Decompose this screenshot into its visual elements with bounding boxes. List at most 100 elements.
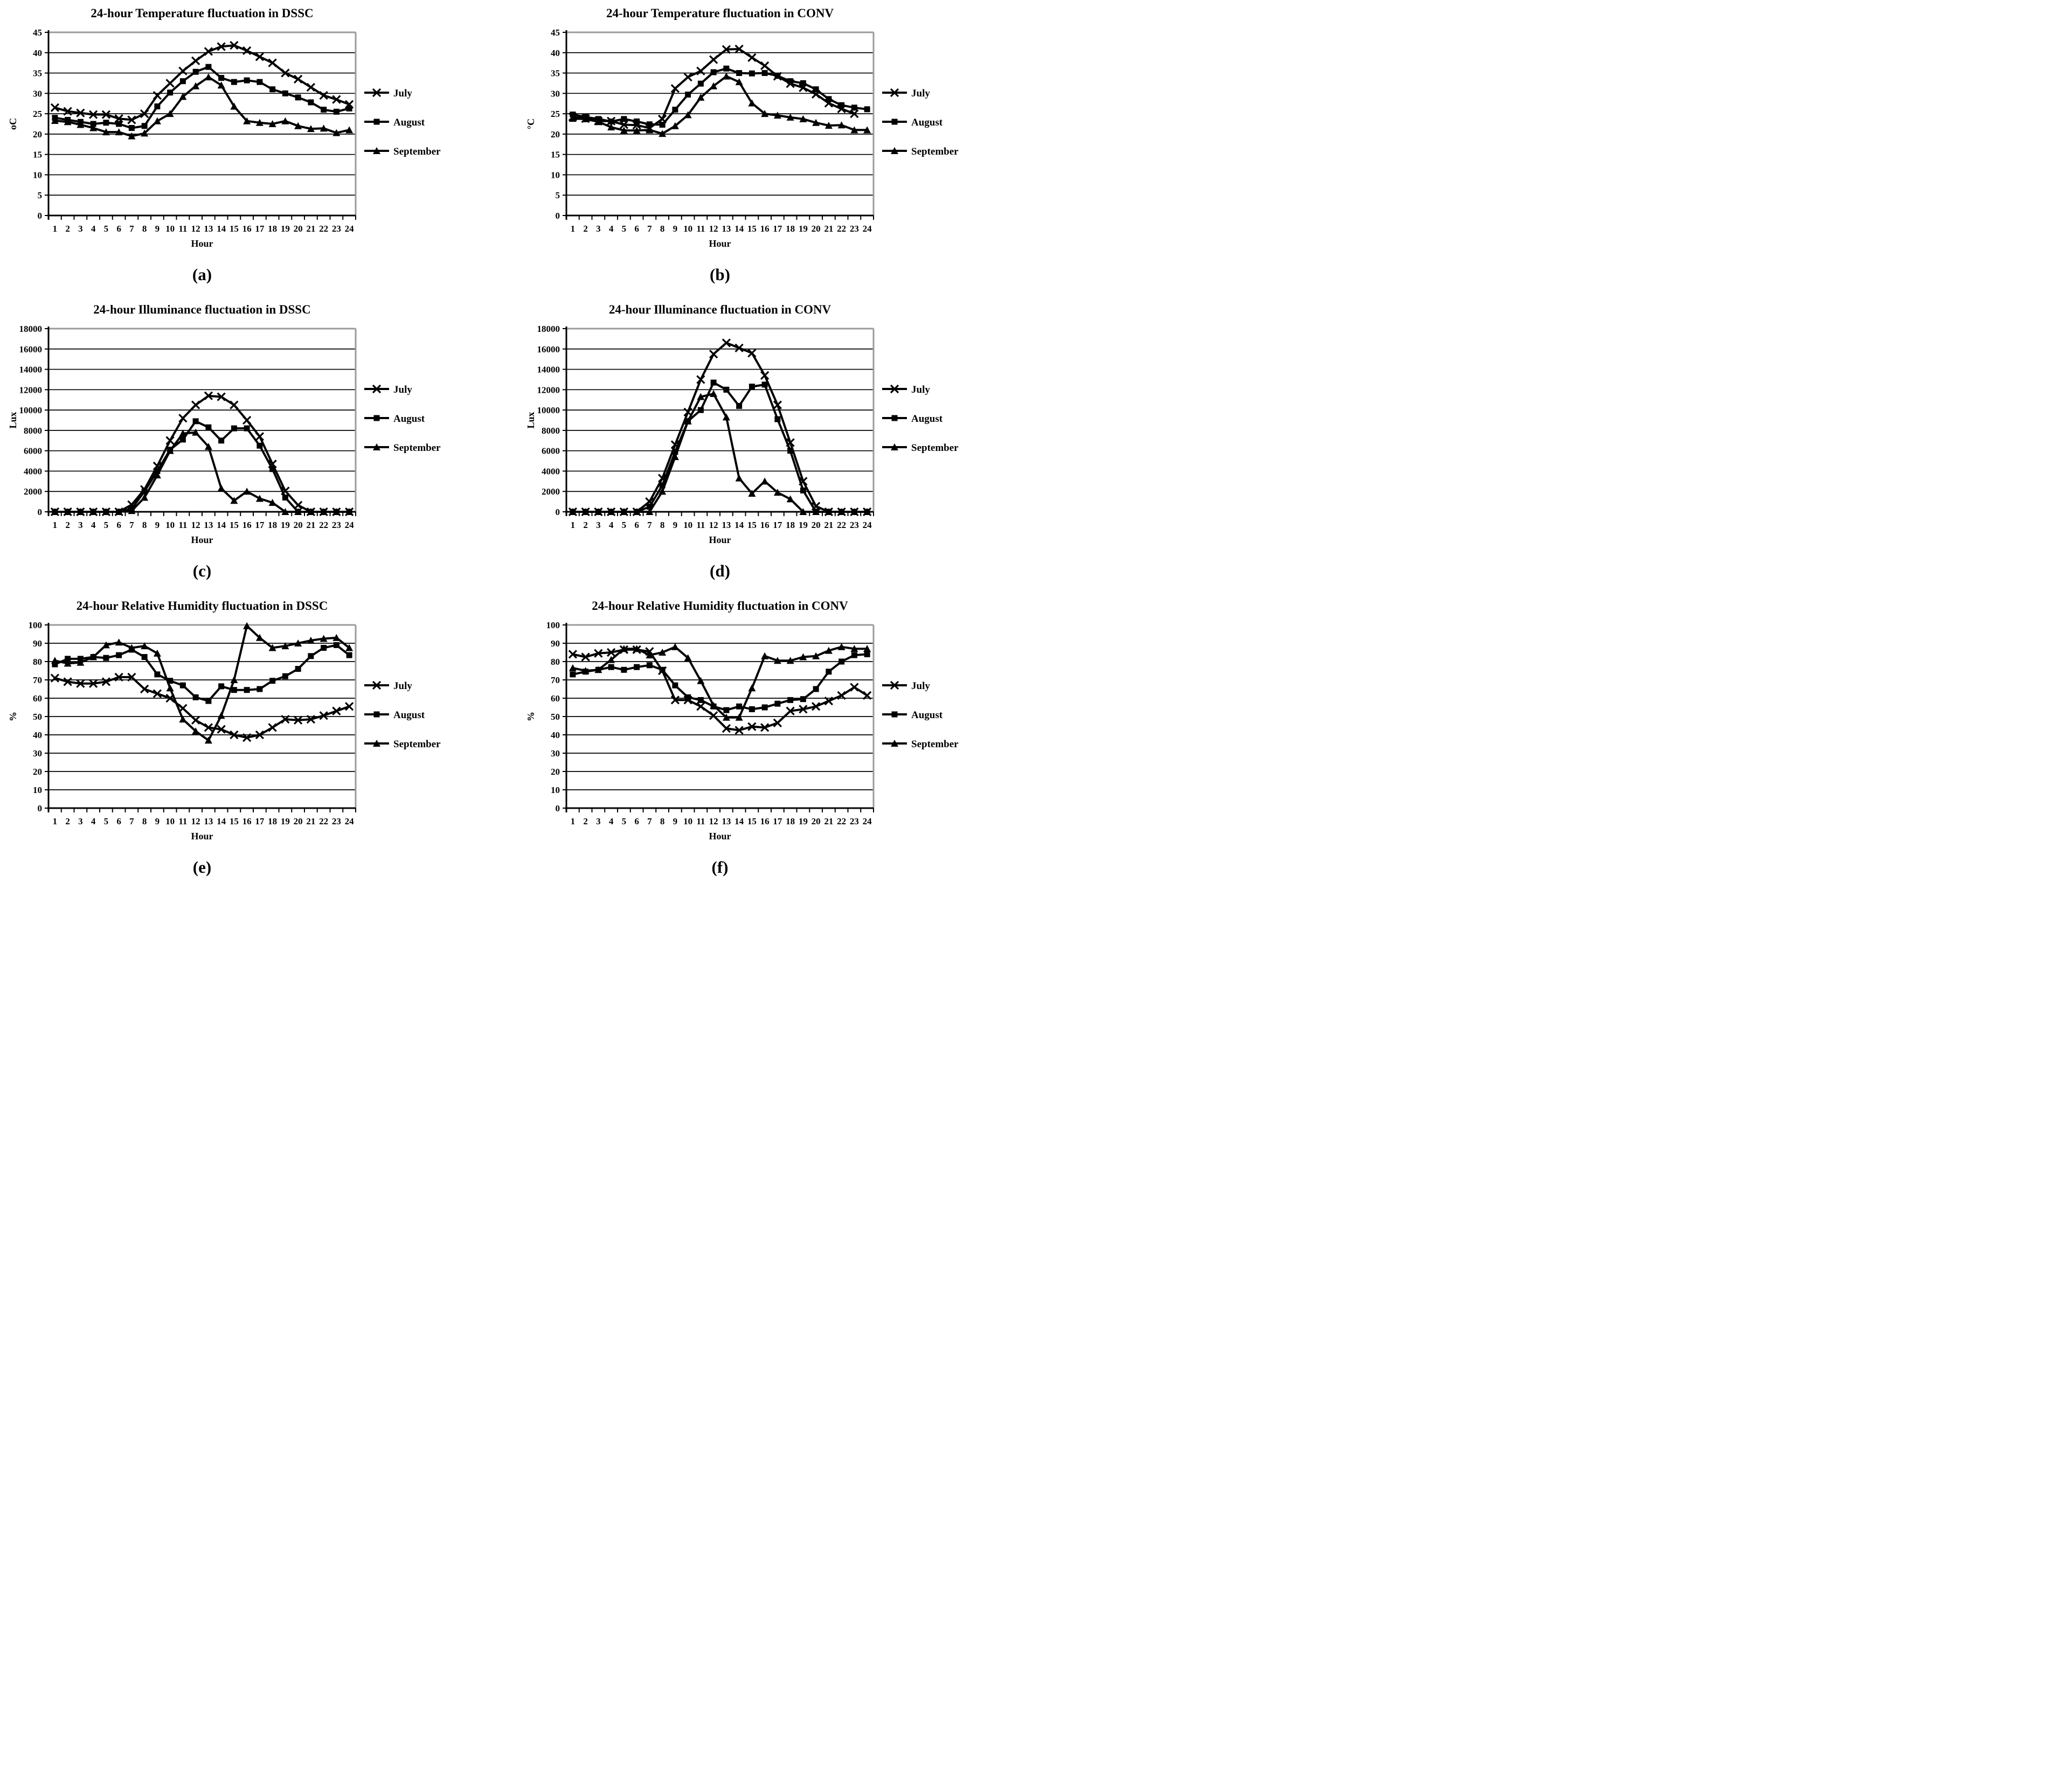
x-marker [165,436,175,445]
square-marker [218,437,225,444]
x-tick-label: 17 [773,224,782,234]
x-tick-label: 9 [673,816,678,826]
x-tick-label: 8 [660,224,665,234]
x-tick-label: 18 [786,224,795,234]
triangle-marker [633,645,641,652]
x-tick-label: 17 [773,816,782,826]
x-tick-label: 23 [332,224,341,234]
x-tick-label: 5 [104,816,109,826]
y-tick-label: 0 [38,211,43,221]
legend-square-marker [891,119,898,125]
x-tick-label: 15 [230,816,239,826]
triangle-marker [581,667,590,674]
square-marker [672,682,678,689]
y-tick-label: 10 [551,785,560,795]
x-tick-label: 12 [709,520,718,530]
triangle-marker [722,413,730,421]
triangle-marker [230,102,238,110]
square-marker [851,105,857,111]
square-marker [257,686,263,692]
series-line-august [572,381,868,513]
y-tick-label: 30 [551,88,560,99]
x-tick-label: 10 [165,816,175,826]
x-tick-label: 18 [268,816,277,826]
triangle-marker [307,125,315,133]
triangle-marker [773,657,781,664]
square-marker [761,70,768,77]
x-marker [734,343,744,353]
square-marker [634,664,640,670]
x-tick-label: 11 [696,816,705,826]
triangle-marker [294,639,302,646]
x-marker [696,702,705,711]
square-marker [65,656,71,662]
square-marker [800,80,806,86]
x-tick-label: 7 [647,816,652,826]
square-marker [192,694,199,700]
legend-square-marker [373,119,380,125]
x-tick-label: 20 [294,816,303,826]
x-tick-label: 4 [91,224,96,234]
chart-canvas-d: 0 2000 4000 6000 8000 10000 12000 14000 16000 180… [525,324,959,545]
x-tick-label: 21 [306,520,315,530]
x-tick-label: 7 [129,224,134,234]
y-tick-label: 45 [551,27,560,38]
y-tick-label: 80 [551,657,560,667]
x-tick-label: 3 [78,520,83,530]
triangle-marker [332,508,341,515]
legend-label: September [911,739,959,750]
y-tick-label: 30 [33,88,42,99]
triangle-marker [243,622,251,629]
legend-x-marker [890,384,899,394]
x-marker [799,705,808,714]
triangle-marker [320,124,328,132]
square-marker [710,379,717,386]
square-marker [774,73,781,79]
x-marker [153,689,162,698]
triangle-marker [607,656,615,663]
x-tick-label: 9 [673,520,678,530]
square-marker [621,666,627,673]
triangle-marker [307,636,315,644]
y-tick-label: 16000 [19,344,43,354]
square-marker [697,697,704,703]
square-marker [192,68,199,75]
x-marker [230,400,239,409]
x-tick-label: 16 [760,816,770,826]
x-tick-label: 7 [647,520,652,530]
square-marker [295,94,301,101]
x-tick-label: 5 [622,520,627,530]
x-tick-label: 20 [294,224,303,234]
y-tick-label: 35 [33,68,42,79]
y-tick-label: 10000 [537,405,560,415]
series-line-july [54,394,350,513]
legend-square-marker [891,711,898,718]
x-marker [230,730,239,740]
x-tick-label: 17 [773,520,782,530]
x-tick-label: 8 [142,816,147,826]
x-marker [101,677,111,686]
x-axis-label: Hour [191,238,213,249]
x-axis-label: Hour [191,831,213,842]
x-marker [824,696,834,706]
triangle-marker [115,508,123,515]
x-tick-label: 17 [255,816,265,826]
y-tick-label: 15 [551,150,560,160]
triangle-marker [569,664,577,671]
square-marker [90,121,96,127]
triangle-marker [722,72,730,80]
triangle-marker [748,490,756,497]
x-tick-label: 1 [53,224,58,234]
x-tick-label: 14 [734,816,744,826]
x-marker [204,47,213,56]
x-marker [217,392,226,401]
y-axis-label: °C [525,119,536,129]
x-tick-label: 5 [104,224,109,234]
x-marker [568,650,578,659]
x-tick-label: 6 [634,816,639,826]
triangle-marker [659,649,667,656]
triangle-marker [671,122,679,129]
square-marker [736,70,743,77]
series-line-august [54,66,350,129]
x-tick-label: 12 [709,224,718,234]
